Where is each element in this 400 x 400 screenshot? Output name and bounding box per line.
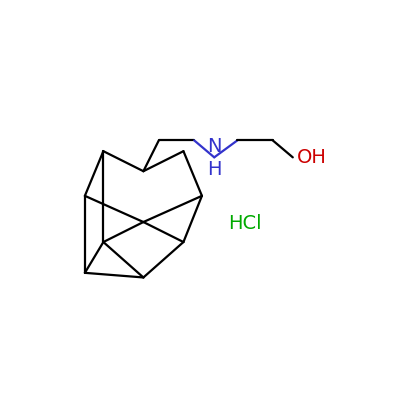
Text: N: N	[207, 138, 222, 156]
Text: H: H	[207, 160, 222, 179]
Text: HCl: HCl	[228, 214, 262, 233]
Text: OH: OH	[296, 148, 326, 167]
